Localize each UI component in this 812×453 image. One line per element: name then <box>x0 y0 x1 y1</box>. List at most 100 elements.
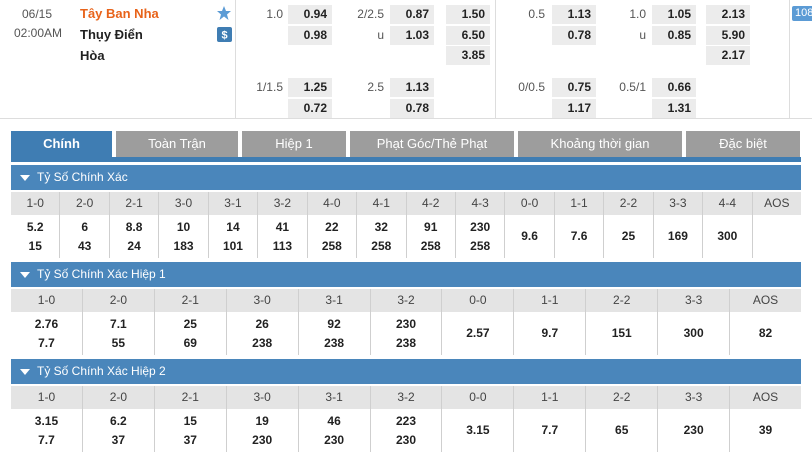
odds-cell[interactable]: 300 <box>658 312 731 355</box>
odds-value: 183 <box>173 238 194 253</box>
odds-cell[interactable]: 3.15 <box>442 409 515 452</box>
tab[interactable]: Toàn Trận <box>116 131 238 157</box>
odds-line: u <box>377 27 384 42</box>
odds-cell[interactable]: 10 183 <box>159 215 209 258</box>
odds-value[interactable]: 2.13 <box>706 5 750 24</box>
score-header: 2-0 <box>82 386 155 409</box>
section-title[interactable]: Tỷ Số Chính Xác <box>11 165 801 190</box>
odds-value: 300 <box>683 326 704 340</box>
tab[interactable]: Đặc biệt <box>686 131 800 157</box>
odds-value[interactable]: 0.85 <box>652 25 696 45</box>
odds-value[interactable]: 1.50 <box>446 5 490 24</box>
odds-cell[interactable]: 8.8 24 <box>110 215 160 258</box>
odds-value: 32 <box>374 219 388 234</box>
odds-cell[interactable]: 32 258 <box>357 215 407 258</box>
tab[interactable]: Hiệp 1 <box>242 131 346 157</box>
odds-value[interactable]: 0.72 <box>288 98 332 118</box>
section: Tỷ Số Chính Xác Hiệp 2 1-0 2-0 2-1 3-0 3-1 3-2… <box>11 359 801 452</box>
odds-value[interactable]: 1.05 <box>652 5 696 24</box>
odds-cell[interactable]: 169 <box>654 215 704 258</box>
score-header: 3-0 <box>159 192 209 215</box>
odds-cell[interactable]: 9.7 <box>514 312 587 355</box>
odds-cell[interactable]: 82 <box>730 312 801 355</box>
odds-cell[interactable]: 46 230 <box>299 409 371 452</box>
odds-cell[interactable]: 6 43 <box>60 215 110 258</box>
score-header: 3-3 <box>653 192 704 215</box>
odds-cell[interactable]: 7.6 <box>555 215 605 258</box>
odds-cell[interactable]: 3.15 7.7 <box>11 409 83 452</box>
odds-value[interactable]: 0.75 <box>552 78 596 97</box>
odds-value[interactable]: 1.25 <box>288 78 332 97</box>
money-icon[interactable]: $ <box>217 27 232 42</box>
odds-cell[interactable]: 26 238 <box>227 312 299 355</box>
odds-cell[interactable]: 230 <box>658 409 731 452</box>
odds-cell[interactable]: 39 <box>730 409 801 452</box>
away-team[interactable]: Thụy Điển <box>80 27 143 42</box>
odds-cell[interactable]: 19 230 <box>227 409 299 452</box>
odds-value: 151 <box>611 326 632 340</box>
score-header: 2-1 <box>154 386 227 409</box>
odds-value[interactable]: 6.50 <box>446 25 490 45</box>
favorite-star[interactable] <box>216 5 232 21</box>
odds-value[interactable]: 1.13 <box>552 5 596 24</box>
odds-cell[interactable]: 41 113 <box>258 215 308 258</box>
score-header: 2-2 <box>586 386 659 409</box>
odds-value: 8.8 <box>125 219 143 234</box>
odds-cell[interactable]: 2.57 <box>442 312 515 355</box>
score-header: 3-0 <box>226 386 299 409</box>
score-header: 2-1 <box>109 192 160 215</box>
home-team[interactable]: Tây Ban Nha <box>80 6 159 21</box>
odds-cell[interactable]: 6.2 37 <box>83 409 155 452</box>
odds-cell[interactable]: 223 230 <box>371 409 443 452</box>
odds-cell[interactable]: 5.2 15 <box>11 215 61 258</box>
odds-cell[interactable]: 22 258 <box>308 215 358 258</box>
odds-value[interactable]: 1.03 <box>390 25 434 45</box>
odds-cell[interactable]: 65 <box>586 409 659 452</box>
odds-cell[interactable]: 230 258 <box>456 215 506 258</box>
odds-cell[interactable]: 91 258 <box>407 215 456 258</box>
odds-line: 2/2.5 <box>357 7 384 21</box>
section-title[interactable]: Tỷ Số Chính Xác Hiệp 2 <box>11 359 801 384</box>
odds-value: 43 <box>77 238 92 253</box>
odds-cell[interactable]: 9.6 <box>505 215 555 258</box>
odds-cell[interactable]: 2.76 7.7 <box>11 312 83 355</box>
odds-cell[interactable]: 300 <box>703 215 753 258</box>
odds-value[interactable]: 1.31 <box>652 98 696 118</box>
odds-cell[interactable]: 25 69 <box>155 312 227 355</box>
odds-cell[interactable]: 92 238 <box>299 312 371 355</box>
odds-value: 65 <box>615 423 629 437</box>
odds-value[interactable]: 1.13 <box>390 78 434 97</box>
odds-cell[interactable]: 14 101 <box>209 215 259 258</box>
odds-cell[interactable]: 7.7 <box>514 409 587 452</box>
odds-value: 7.7 <box>38 335 55 350</box>
separator <box>495 0 496 118</box>
odds-value[interactable]: 0.94 <box>288 5 332 24</box>
odds-value: 113 <box>272 238 293 253</box>
odds-value[interactable]: 0.78 <box>390 98 434 118</box>
odds-cell[interactable]: 151 <box>586 312 659 355</box>
tab[interactable]: Phạt Góc/Thẻ Phạt <box>350 131 514 157</box>
odds-value[interactable]: 5.90 <box>706 25 750 45</box>
odds-value[interactable]: 0.78 <box>552 25 596 45</box>
more-badge[interactable]: 108 <box>792 6 812 21</box>
odds-cell[interactable]: 7.1 55 <box>83 312 155 355</box>
odds-value[interactable]: 3.85 <box>446 46 490 65</box>
odds-value[interactable]: 2.17 <box>706 46 750 65</box>
odds-line: 1.0 <box>266 7 283 21</box>
odds-value: 92 <box>327 316 341 331</box>
odds-value[interactable]: 1.17 <box>552 98 596 118</box>
odds-value: 223 <box>395 413 416 428</box>
odds-value[interactable]: 0.87 <box>390 5 434 24</box>
odds-value: 230 <box>324 432 345 447</box>
tab[interactable]: Chính <box>11 131 112 157</box>
odds-value[interactable]: 0.98 <box>288 25 332 45</box>
section-title[interactable]: Tỷ Số Chính Xác Hiệp 1 <box>11 262 801 287</box>
score-header: 2-2 <box>604 192 654 215</box>
score-header: 3-2 <box>370 289 443 312</box>
tab[interactable]: Khoảng thời gian <box>518 131 682 157</box>
odds-value: 7.7 <box>38 432 55 447</box>
odds-cell[interactable]: 230 238 <box>371 312 443 355</box>
odds-cell[interactable]: 25 <box>604 215 654 258</box>
odds-cell[interactable]: 15 37 <box>155 409 227 452</box>
odds-value[interactable]: 0.66 <box>652 78 696 97</box>
